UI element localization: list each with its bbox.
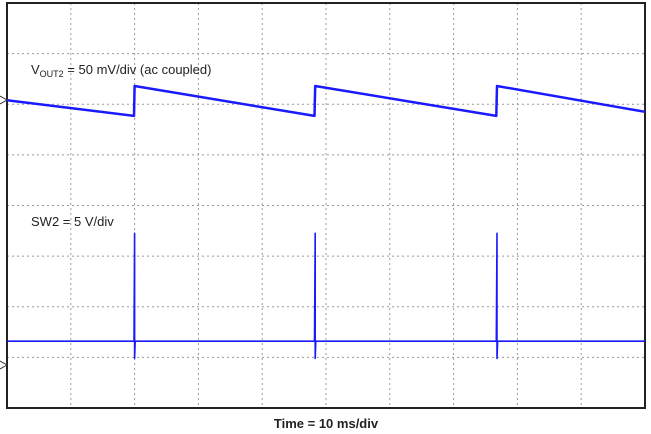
trace [7, 232, 645, 360]
x-axis-label: Time = 10 ms/div [274, 416, 379, 431]
channel-marker [0, 95, 9, 105]
plot-frame [6, 2, 646, 409]
vout-label: VOUT2 = 50 mV/div (ac coupled) [31, 62, 211, 79]
sw-label: SW2 = 5 V/div [31, 214, 114, 229]
label-main: V [31, 62, 40, 77]
trace [6, 84, 646, 118]
channel-marker [0, 360, 9, 370]
label-sub: OUT2 [40, 69, 64, 79]
label-rest: = 50 mV/div (ac coupled) [64, 62, 212, 77]
